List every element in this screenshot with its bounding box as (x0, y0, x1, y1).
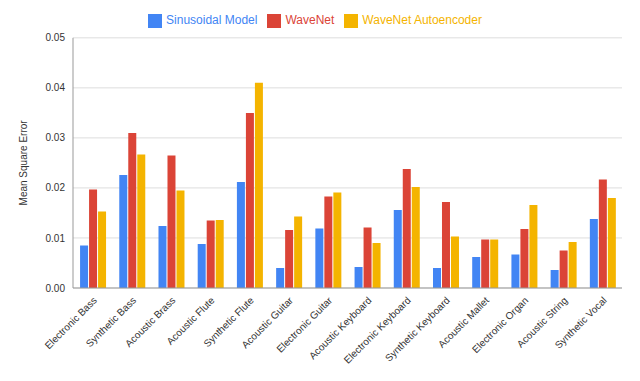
html-text:WaveNet Autoencoder: WaveNet Autoencoder (362, 13, 482, 27)
svg-text:Acoustic Mallet: Acoustic Mallet (435, 294, 492, 350)
svg-text:0.05: 0.05 (46, 32, 66, 43)
svg-text:0.02: 0.02 (46, 182, 66, 193)
svg-text:0.03: 0.03 (46, 132, 66, 143)
svg-text:0.04: 0.04 (46, 82, 66, 93)
svg-text:Synthetic Bass: Synthetic Bass (83, 294, 139, 350)
svg-text:Mean Square Error: Mean Square Error (18, 120, 29, 206)
svg-text:Acoustic String: Acoustic String (514, 294, 570, 350)
svg-text:Electronic Bass: Electronic Bass (42, 294, 99, 352)
svg-text:Synthetic Flute: Synthetic Flute (201, 294, 256, 350)
svg-text:Synthetic Vocal: Synthetic Vocal (553, 295, 609, 351)
svg-text:Electronic Organ: Electronic Organ (470, 294, 531, 356)
html-text:WaveNet: WaveNet (285, 13, 335, 27)
svg-text:Acoustic Flute: Acoustic Flute (164, 294, 217, 347)
svg-text:Acoustic Brass: Acoustic Brass (122, 294, 178, 350)
svg-text:Synthetic Keyboard: Synthetic Keyboard (383, 295, 452, 364)
svg-text:Acoustic Keyboard: Acoustic Keyboard (306, 294, 374, 362)
svg-text:0.00: 0.00 (46, 283, 66, 294)
svg-text:Electronic Guitar: Electronic Guitar (274, 294, 335, 355)
svg-text:Acoustic Guitar: Acoustic Guitar (239, 294, 296, 351)
html-text:Sinusoidal Model: Sinusoidal Model (166, 13, 258, 27)
svg-text:Electronic Keyboard: Electronic Keyboard (342, 295, 413, 366)
svg-text:0.01: 0.01 (46, 233, 66, 244)
